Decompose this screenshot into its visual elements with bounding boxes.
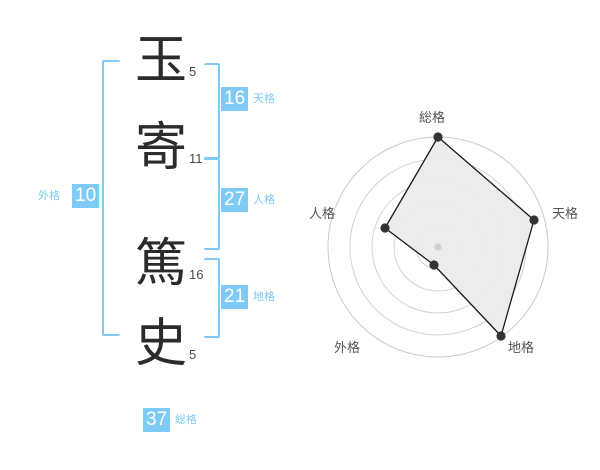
jinkaku-label: 人格 <box>253 193 275 206</box>
radar-chart: 総格 天格 地格 外格 人格 <box>305 111 590 365</box>
radar-chart-svg <box>327 132 549 358</box>
kanji-char-2: 寄 <box>135 118 188 178</box>
gaikaku-label: 外格 <box>38 189 60 202</box>
radar-axis-label-chikaku: 地格 <box>508 341 535 356</box>
gaikaku-value: 10 <box>72 184 100 208</box>
stroke-count-2: 11 <box>189 151 203 166</box>
tenkaku-label: 天格 <box>253 92 275 105</box>
radar-center-dot <box>434 243 442 251</box>
tenkaku-bracket <box>204 63 220 159</box>
soukaku-label: 総格 <box>175 413 197 426</box>
jinkaku-bracket <box>204 158 220 250</box>
stroke-count-1: 5 <box>189 64 197 79</box>
chikaku-bracket <box>204 258 220 338</box>
stroke-count-4: 5 <box>189 347 197 362</box>
radar-axis-label-tenkaku: 天格 <box>552 207 579 222</box>
chikaku-label: 地格 <box>253 290 275 303</box>
tenkaku-value: 16 <box>221 87 249 111</box>
radar-data-polygon <box>384 136 535 337</box>
kanji-char-4: 史 <box>135 314 188 374</box>
soukaku-value: 37 <box>143 408 171 432</box>
radar-axis-label-soukaku: 総格 <box>419 111 446 126</box>
radar-axis-label-gaikaku: 外格 <box>334 341 361 356</box>
gaikaku-bracket <box>102 60 120 336</box>
radar-data-points <box>380 132 539 341</box>
radar-axis-label-jinkaku: 人格 <box>309 207 336 222</box>
kanji-char-1: 玉 <box>135 31 188 91</box>
jinkaku-value: 27 <box>221 188 249 212</box>
chikaku-value: 21 <box>221 285 249 309</box>
stroke-count-3: 16 <box>189 267 204 282</box>
kanji-char-3: 篤 <box>135 234 188 294</box>
